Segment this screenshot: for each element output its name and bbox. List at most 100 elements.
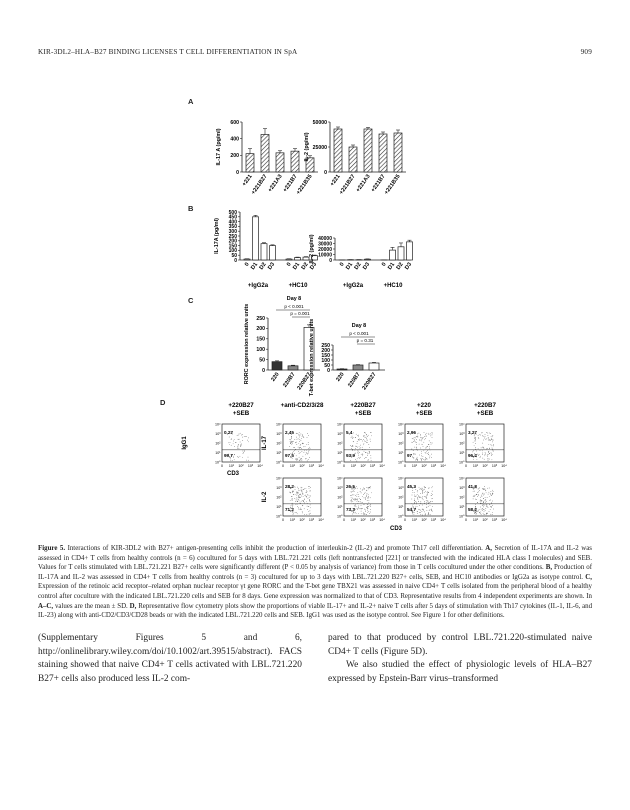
event-dot <box>297 438 299 440</box>
bar <box>352 364 364 371</box>
flow-y-tick: 10³ <box>215 432 221 436</box>
event-dot <box>490 445 492 447</box>
event-dot <box>367 459 369 461</box>
event-dot <box>475 455 477 457</box>
event-dot <box>482 492 484 494</box>
event-dot <box>422 492 423 493</box>
event-dot <box>429 508 431 510</box>
y-axis-label: IL-17A (pg/ml) <box>214 218 220 254</box>
event-dot <box>413 506 414 508</box>
event-dot <box>302 501 304 502</box>
event-dot <box>488 443 490 445</box>
event-dot <box>425 434 426 436</box>
event-dot <box>476 433 477 435</box>
x-tick-label: 220 <box>270 372 280 383</box>
event-dot <box>353 436 355 438</box>
flow-y-tick: 10³ <box>337 432 343 436</box>
flow-column-header: +SEB <box>416 410 433 417</box>
event-dot <box>483 488 485 490</box>
event-dot <box>370 506 372 507</box>
event-dot <box>298 499 299 500</box>
event-dot <box>364 514 366 516</box>
body-right-column: pared to that produced by control LBL.72… <box>328 632 592 686</box>
x-tick-label: D1 <box>345 262 354 271</box>
event-dot <box>472 489 474 491</box>
event-dot <box>231 460 233 461</box>
event-dot <box>361 495 363 497</box>
event-dot <box>431 487 433 489</box>
flow-y-tick: 10³ <box>459 486 465 490</box>
event-dot <box>297 433 299 434</box>
event-dot <box>363 444 364 446</box>
bar <box>393 132 403 173</box>
event-dot <box>233 454 235 455</box>
event-dot <box>474 453 475 455</box>
event-dot <box>301 451 303 452</box>
event-dot <box>416 491 418 493</box>
event-dot <box>480 502 482 504</box>
event-dot <box>485 506 487 507</box>
event-dot <box>357 499 358 501</box>
event-dot <box>357 491 359 493</box>
event-dot <box>411 512 413 513</box>
event-dot <box>300 433 302 435</box>
event-dot <box>413 453 415 454</box>
flow-x-tick: 10³ <box>492 518 498 522</box>
flow-column-header: +220 <box>417 402 431 409</box>
y-tick-label: 400 <box>229 219 238 225</box>
y-tick-label: 250 <box>229 234 238 240</box>
event-dot <box>416 503 417 504</box>
event-dot <box>416 506 418 507</box>
event-dot <box>485 501 487 502</box>
event-dot <box>491 447 493 449</box>
event-dot <box>481 496 483 497</box>
event-dot <box>357 507 359 509</box>
bar <box>285 258 293 261</box>
event-dot <box>361 489 363 491</box>
quadrant-value-upper: 5,4 <box>346 430 353 435</box>
event-dot <box>474 438 476 440</box>
event-dot <box>365 452 367 454</box>
event-dot <box>480 501 482 503</box>
event-dot <box>411 438 413 439</box>
event-dot <box>230 444 232 446</box>
event-dot <box>366 506 367 508</box>
event-dot <box>425 513 426 515</box>
event-dot <box>370 457 372 459</box>
event-dot <box>353 491 355 492</box>
event-dot <box>431 437 433 438</box>
event-dot <box>421 443 423 445</box>
event-dot <box>362 449 363 450</box>
event-dot <box>360 507 362 509</box>
quadrant-value-lower: 97,5 <box>285 453 294 458</box>
event-dot <box>357 435 359 436</box>
event-dot <box>230 460 231 462</box>
event-dot <box>298 446 300 448</box>
event-dot <box>351 454 352 456</box>
event-dot <box>420 438 422 440</box>
event-dot <box>290 511 292 512</box>
event-dot <box>480 496 481 498</box>
flow-x-tick: 10² <box>482 464 488 468</box>
event-dot <box>474 439 476 441</box>
event-dot <box>482 457 484 459</box>
event-dot <box>355 433 357 435</box>
event-dot <box>426 497 428 499</box>
event-dot <box>413 512 415 513</box>
event-dot <box>368 487 370 488</box>
event-dot <box>477 435 479 437</box>
event-dot <box>300 448 302 450</box>
event-dot <box>483 504 485 506</box>
event-dot <box>416 493 418 495</box>
flow-x-tick: 0 <box>343 518 345 522</box>
event-dot <box>429 502 431 503</box>
event-dot <box>482 504 484 506</box>
event-dot <box>491 453 493 455</box>
event-dot <box>423 509 424 511</box>
event-dot <box>483 446 485 448</box>
group-label: +IgG2a <box>343 283 364 289</box>
event-dot <box>351 436 353 438</box>
event-dot <box>430 435 432 437</box>
flow-plot-frame <box>343 423 383 463</box>
y-tick-label: 300 <box>229 229 238 235</box>
